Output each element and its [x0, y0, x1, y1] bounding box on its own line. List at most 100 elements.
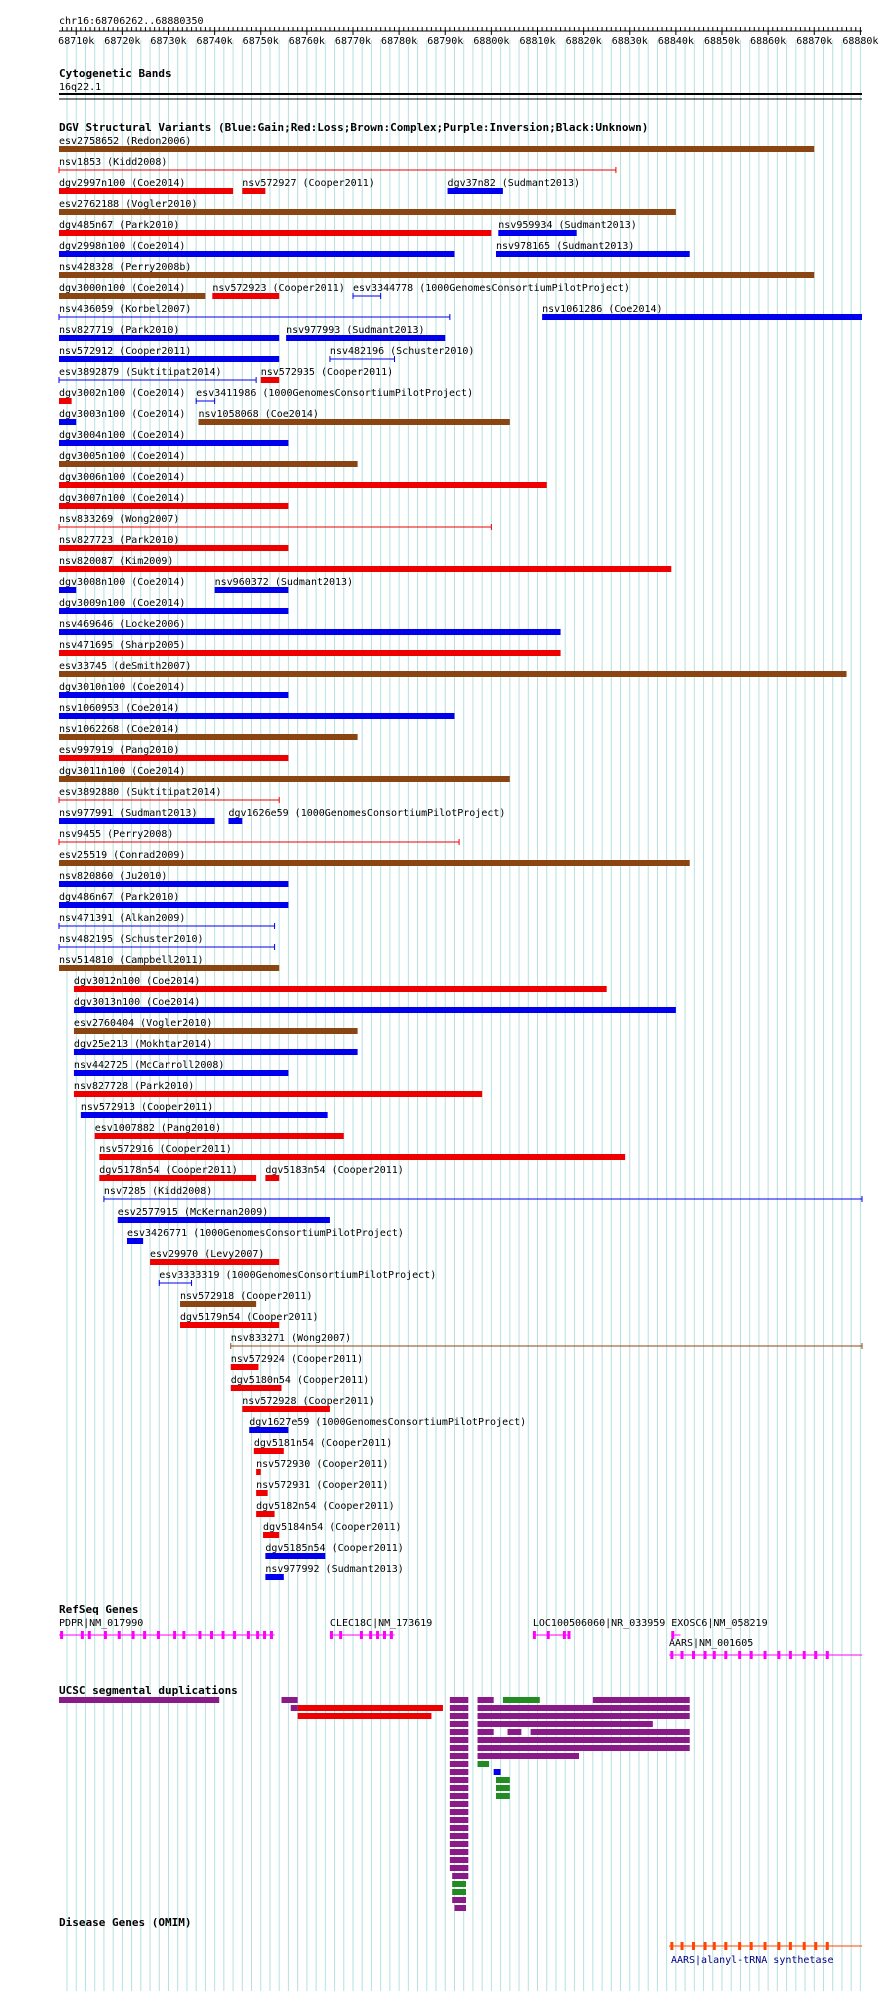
sv-label: nsv820860 (Ju2010) — [59, 871, 167, 882]
segdup-feature — [290, 1705, 298, 1711]
omim-track-title[interactable]: Disease Genes (OMIM) — [59, 1916, 191, 1929]
gene-label: CLEC18C|NM_173619 — [330, 1618, 432, 1629]
ruler-tick-label: 68880k — [842, 36, 878, 47]
sv-label: dgv5178n54 (Cooper2011) — [99, 1165, 237, 1176]
ruler-tick-label: 68800k — [473, 36, 509, 47]
sv-label: esv3333319 (1000GenomesConsortiumPilotPr… — [159, 1270, 436, 1281]
sv-feature — [265, 1574, 284, 1580]
sv-label: nsv572927 (Cooper2011) — [242, 178, 374, 189]
sv-label: nsv1853 (Kidd2008) — [59, 157, 167, 168]
sv-feature — [256, 1469, 261, 1475]
sv-feature — [59, 419, 77, 425]
sv-feature — [59, 587, 77, 593]
gene-exon — [263, 1631, 267, 1639]
sv-label: dgv3002n100 (Coe2014) — [59, 388, 185, 399]
sv-feature — [73, 1049, 358, 1055]
sv-feature — [230, 1364, 259, 1370]
omim-features: AARS|alanyl-tRNA synthetase — [668, 1942, 862, 1966]
segdup-feature — [449, 1697, 469, 1703]
sv-feature — [59, 440, 289, 446]
sv-label: dgv3000n100 (Coe2014) — [59, 283, 185, 294]
sv-feature — [256, 1490, 268, 1496]
gene-exon — [117, 1631, 121, 1639]
omim-exon — [802, 1942, 806, 1950]
sv-label: dgv486n67 (Park2010) — [59, 892, 179, 903]
sv-feature — [59, 335, 280, 341]
gene-exon — [60, 1631, 64, 1639]
ruler-tick-label: 68720k — [104, 36, 140, 47]
segdup-feature — [449, 1705, 469, 1711]
sv-label: nsv977992 (Sudmant2013) — [265, 1564, 403, 1575]
ruler-tick-label: 68850k — [704, 36, 740, 47]
segdup-feature — [477, 1761, 490, 1767]
sv-label: nsv977991 (Sudmant2013) — [59, 808, 197, 819]
omim-exon — [777, 1942, 781, 1950]
sv-feature — [59, 230, 492, 236]
segdup-feature — [452, 1897, 467, 1903]
segdup-feature — [449, 1713, 469, 1719]
segdup-feature — [449, 1809, 469, 1815]
sv-label: nsv1058068 (Coe2014) — [198, 409, 318, 420]
coordinate-ruler[interactable]: 68710k 68720k 68730k 68740k 68750k 68760k 6877… — [58, 27, 878, 47]
sv-feature — [265, 1553, 326, 1559]
sv-feature — [59, 881, 289, 887]
sv-label: dgv3003n100 (Coe2014) — [59, 409, 185, 420]
sv-label: nsv514810 (Campbell2011) — [59, 955, 204, 966]
sv-label: esv3426771 (1000GenomesConsortiumPilotPr… — [127, 1228, 404, 1239]
segdup-feature — [449, 1801, 469, 1807]
refseq-track-title[interactable]: RefSeq Genes — [59, 1603, 138, 1616]
sv-label: nsv482196 (Schuster2010) — [330, 346, 475, 357]
cytoband-track-title[interactable]: Cytogenetic Bands — [59, 67, 172, 80]
gene-exon — [567, 1631, 571, 1639]
segdup-feature — [449, 1753, 469, 1759]
gene-exon — [339, 1631, 343, 1639]
gene-exon — [80, 1631, 84, 1639]
sv-feature — [249, 1427, 289, 1433]
gene-exon — [143, 1631, 147, 1639]
segdup-feature — [449, 1857, 469, 1863]
gene-label: AARS|NM_001605 — [669, 1638, 753, 1649]
segdup-feature — [454, 1905, 467, 1911]
sv-label: dgv5184n54 (Cooper2011) — [263, 1522, 401, 1533]
ruler-tick-label: 68710k — [58, 36, 94, 47]
sv-label: dgv1626e59 (1000GenomesConsortiumPilotPr… — [228, 808, 505, 819]
sv-label: esv2758652 (Redon2006) — [59, 136, 191, 147]
ruler-tick-label: 68830k — [612, 36, 648, 47]
sv-label: esv3411986 (1000GenomesConsortiumPilotPr… — [196, 388, 473, 399]
sv-feature — [59, 860, 690, 866]
sv-label: dgv3007n100 (Coe2014) — [59, 493, 185, 504]
gene-label: LOC100506060|NR_033959 — [533, 1618, 665, 1629]
sv-label: nsv978165 (Sudmant2013) — [496, 241, 634, 252]
segdup-track-title[interactable]: UCSC segmental duplications — [59, 1684, 238, 1697]
sv-feature — [242, 1406, 330, 1412]
omim-exon — [814, 1942, 818, 1950]
omim-exon — [788, 1942, 792, 1950]
gene-exon — [221, 1631, 225, 1639]
sv-label: nsv572923 (Cooper2011) — [212, 283, 344, 294]
sv-feature — [59, 272, 815, 278]
segdup-feature — [477, 1721, 653, 1727]
sv-label: dgv3005n100 (Coe2014) — [59, 451, 185, 462]
sv-feature — [80, 1112, 328, 1118]
segdup-feature — [297, 1713, 432, 1719]
sv-feature — [265, 1175, 280, 1181]
sv-label: esv3344778 (1000GenomesConsortiumPilotPr… — [353, 283, 630, 294]
sv-label: esv29970 (Levy2007) — [150, 1249, 264, 1260]
sv-feature — [59, 650, 561, 656]
gene-exon — [749, 1651, 753, 1659]
dgv-track-title[interactable]: DGV Structural Variants (Blue:Gain;Red:L… — [59, 121, 648, 134]
sv-feature — [73, 1070, 289, 1076]
gene-exon — [802, 1651, 806, 1659]
sv-feature — [59, 251, 455, 257]
sv-feature — [117, 1217, 330, 1223]
sv-label: dgv5179n54 (Cooper2011) — [180, 1312, 318, 1323]
sv-label: nsv572918 (Cooper2011) — [180, 1291, 312, 1302]
sv-feature — [59, 776, 510, 782]
omim-exon — [825, 1942, 829, 1950]
sv-label: dgv2998n100 (Coe2014) — [59, 241, 185, 252]
sv-feature — [495, 251, 690, 257]
sv-feature — [59, 482, 547, 488]
grid-lines — [66, 40, 861, 1991]
segdup-feature — [59, 1697, 220, 1703]
ruler-tick-label: 68870k — [796, 36, 832, 47]
